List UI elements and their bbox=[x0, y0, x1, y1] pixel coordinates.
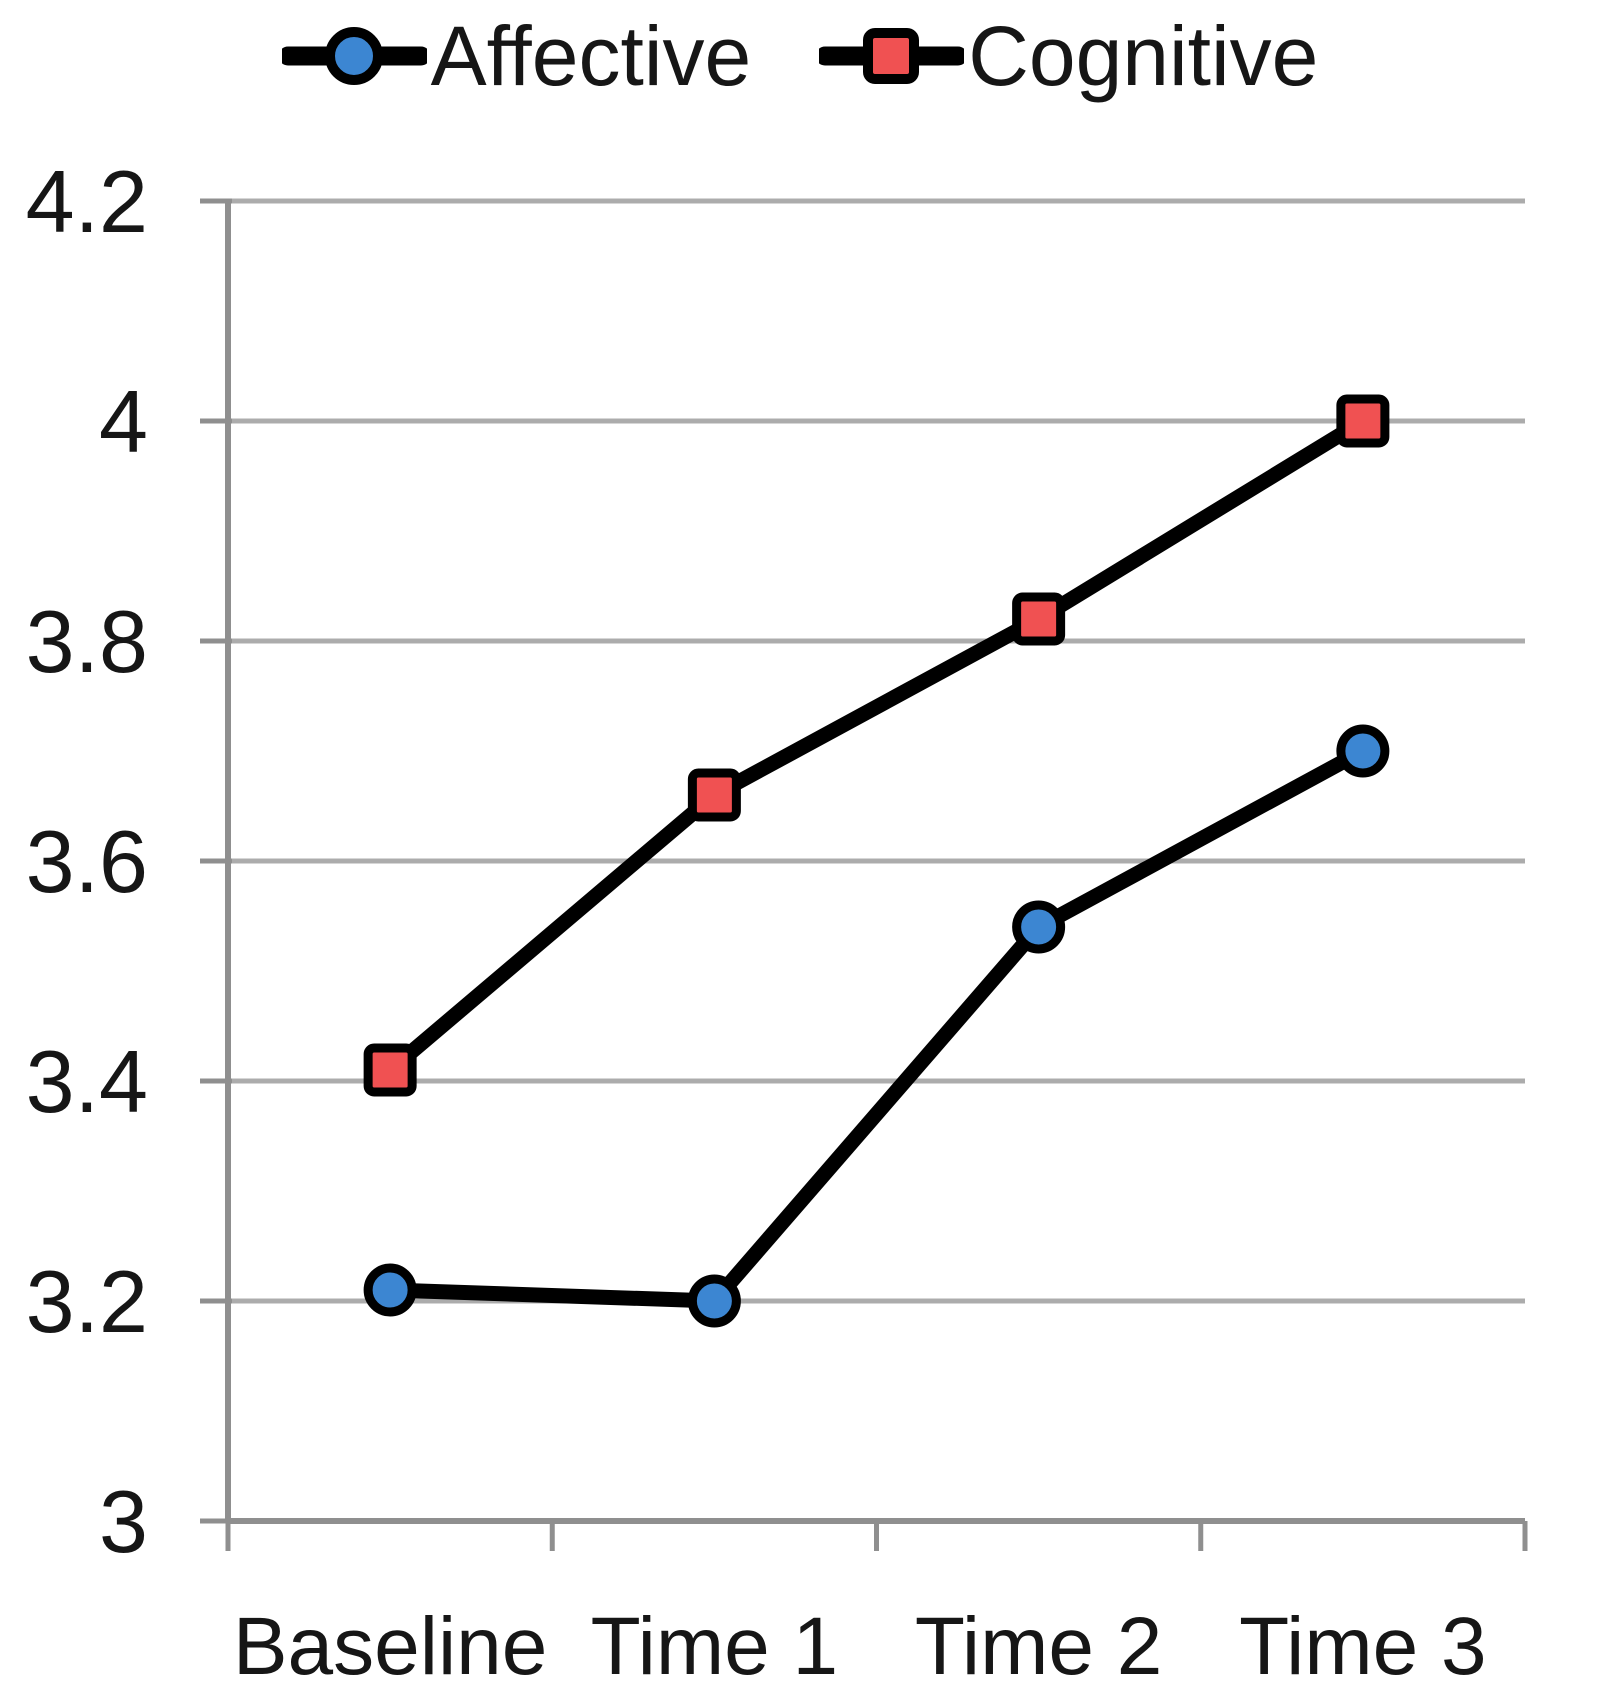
cognitive-point-time-3 bbox=[1336, 394, 1390, 448]
affective-point-baseline bbox=[363, 1263, 417, 1317]
y-axis-tick-label: 4.2 bbox=[26, 152, 148, 251]
legend-square-marker bbox=[863, 28, 920, 84]
affective-point-time-3 bbox=[1336, 724, 1390, 778]
y-axis-tick-label: 4 bbox=[99, 372, 148, 471]
affective-line-marker-icon bbox=[281, 27, 427, 85]
cognitive-point-baseline bbox=[363, 1043, 417, 1097]
legend-item-cognitive: Cognitive bbox=[819, 6, 1318, 106]
y-axis-tick-label: 3.8 bbox=[26, 592, 148, 691]
cognitive-line-marker-icon bbox=[819, 28, 965, 84]
legend-label-cognitive: Cognitive bbox=[968, 9, 1319, 103]
x-category-label-time-3: Time 3 bbox=[1239, 1601, 1487, 1692]
legend-item-affective: Affective bbox=[281, 6, 752, 106]
chart-legend: Affective Cognitive bbox=[0, 0, 1600, 112]
y-axis-tick-label: 3.4 bbox=[26, 1032, 148, 1131]
legend-label-affective: Affective bbox=[430, 9, 752, 103]
y-axis-tick-label: 3.2 bbox=[26, 1252, 148, 1351]
x-category-label-time-1: Time 1 bbox=[591, 1601, 839, 1692]
affective-point-time-1 bbox=[687, 1274, 741, 1328]
y-axis-tick-label: 3 bbox=[99, 1472, 148, 1571]
legend-circle-marker bbox=[324, 27, 383, 85]
affective-point-time-2 bbox=[1012, 900, 1066, 954]
x-category-label-time-2: Time 2 bbox=[915, 1601, 1163, 1692]
cognitive-point-time-1 bbox=[687, 768, 741, 822]
cognitive-point-time-2 bbox=[1012, 592, 1066, 646]
y-axis-tick-label: 3.6 bbox=[26, 812, 148, 911]
affective-line bbox=[382, 743, 1371, 1309]
cognitive-line bbox=[382, 413, 1371, 1078]
x-category-label-baseline: Baseline bbox=[233, 1601, 548, 1692]
